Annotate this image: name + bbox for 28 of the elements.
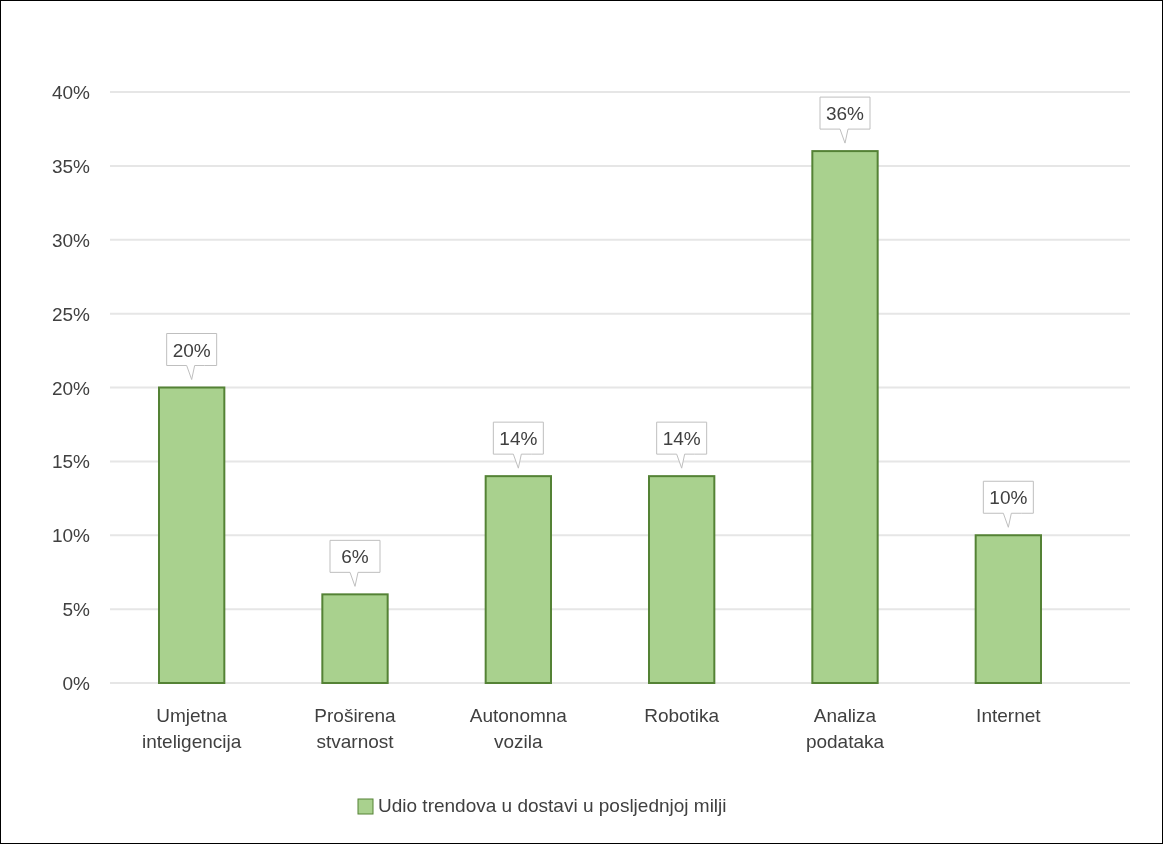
y-tick-label: 15% [51, 451, 91, 473]
y-tick-label: 40% [51, 82, 91, 103]
bar [158, 386, 226, 684]
data-label: 14% [662, 428, 701, 450]
y-tick-label: 10% [51, 525, 91, 547]
y-tick-label: 0% [62, 673, 91, 694]
x-tick-label: Autonomna vozila [469, 705, 568, 752]
bar [484, 475, 552, 684]
data-label: 20% [172, 339, 211, 361]
x-tick-label: Internet [976, 705, 1042, 726]
y-tick-label: 35% [51, 155, 91, 177]
data-label: 6% [341, 546, 369, 568]
y-tick-label: 25% [51, 303, 91, 325]
x-tick-label: Analiza podataka [805, 705, 885, 752]
bar [321, 593, 389, 684]
bar [974, 534, 1042, 684]
x-tick-label: Proširena stvarnost [314, 705, 397, 752]
data-label: 14% [499, 428, 538, 450]
data-label: 36% [825, 103, 865, 125]
legend-label: Udio trendova u dostavi u posljednjoj milji [378, 795, 727, 816]
x-tick-label: Umjetna inteligencija [142, 705, 242, 752]
bar [811, 150, 879, 684]
x-tick-label: Robotika [644, 705, 720, 726]
data-label: 10% [989, 487, 1028, 509]
y-tick-label: 5% [62, 599, 91, 621]
y-tick-label: 30% [51, 229, 91, 251]
bar [648, 475, 716, 684]
y-tick-label: 20% [51, 377, 91, 399]
